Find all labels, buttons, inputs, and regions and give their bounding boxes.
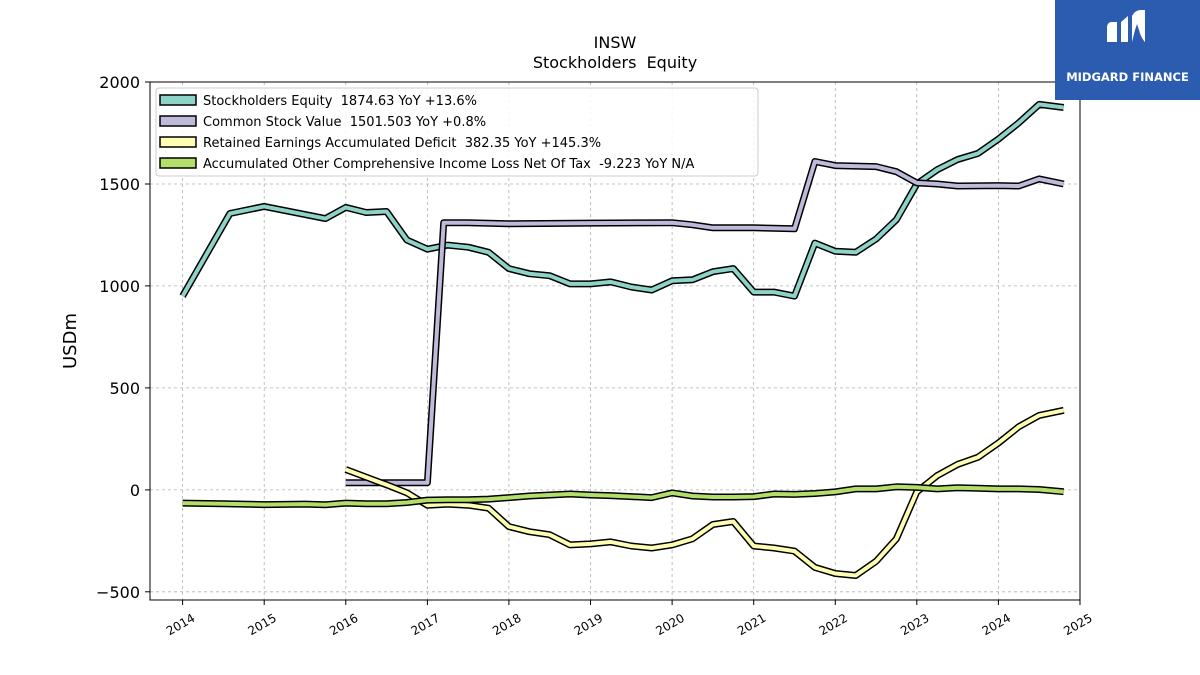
- series-line-outline: [345, 158, 1065, 487]
- y-tick-label: 500: [109, 379, 140, 398]
- legend-entry: Retained Earnings Accumulated Deficit 38…: [159, 136, 601, 151]
- brand-name: MIDGARD FINANCE: [1066, 70, 1189, 84]
- legend-entry: Accumulated Other Comprehensive Income L…: [159, 157, 694, 172]
- series-4: [182, 483, 1065, 509]
- x-tick-label: 2021: [735, 611, 768, 638]
- x-tick-label: 2024: [980, 611, 1013, 638]
- legend-label: Stockholders Equity 1874.63 YoY +13.6%: [203, 94, 477, 109]
- series-3: [344, 406, 1065, 579]
- y-tick-label: 1000: [99, 277, 140, 296]
- legend: Stockholders Equity 1874.63 YoY +13.6% Co…: [155, 87, 759, 177]
- legend-label: Common Stock Value 1501.503 YoY +0.8%: [203, 115, 486, 130]
- x-tick-label: 2022: [817, 611, 850, 638]
- legend-swatch: [159, 157, 197, 169]
- legend-entry: Stockholders Equity 1874.63 YoY +13.6%: [159, 94, 477, 109]
- x-tick-label: 2015: [245, 611, 278, 638]
- x-tick-label: 2017: [409, 611, 442, 638]
- chart-subtitle: Stockholders Equity: [533, 53, 697, 72]
- logo-mark-icon: [1107, 10, 1145, 42]
- legend-swatch: [159, 94, 197, 106]
- legend-box: [155, 87, 759, 177]
- y-tick-label: 1500: [99, 175, 140, 194]
- y-axis-label: USDm: [60, 313, 81, 369]
- x-tick-label: 2025: [1061, 611, 1094, 638]
- brand-logo: MIDGARD FINANCE: [1055, 0, 1200, 100]
- series-line-outline: [344, 406, 1065, 579]
- legend-entry: Common Stock Value 1501.503 YoY +0.8%: [159, 115, 486, 130]
- y-tick-label: 2000: [99, 73, 140, 92]
- plot-frame: [149, 81, 1081, 601]
- y-tick-label: 0: [130, 481, 140, 500]
- x-tick-label: 2020: [653, 611, 686, 638]
- x-tick-label: 2016: [327, 611, 360, 638]
- x-tick-label: 2019: [572, 611, 605, 638]
- series-2: [345, 158, 1065, 487]
- y-tick-label: −500: [96, 583, 140, 602]
- series-line: [180, 102, 1064, 299]
- x-tick-label: 2018: [490, 611, 523, 638]
- legend-swatch: [159, 115, 197, 127]
- series-1: [179, 100, 1065, 300]
- legend-label: Accumulated Other Comprehensive Income L…: [203, 157, 694, 172]
- legend-swatch: [159, 136, 197, 148]
- series-line: [345, 159, 1065, 485]
- series-line: [345, 408, 1065, 578]
- series-line: [182, 484, 1064, 507]
- series-layer: [179, 100, 1065, 579]
- x-tick-label: 2014: [164, 611, 197, 638]
- chart-title: INSW: [594, 33, 637, 52]
- x-tick-label: 2023: [898, 611, 931, 638]
- legend-label: Retained Earnings Accumulated Deficit 38…: [203, 136, 601, 151]
